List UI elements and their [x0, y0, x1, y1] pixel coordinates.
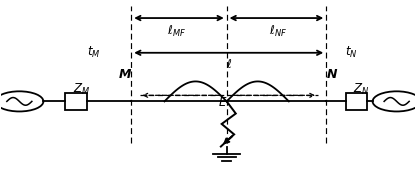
Text: N: N: [327, 68, 338, 81]
Text: M: M: [119, 68, 131, 81]
Text: $Z_M$: $Z_M$: [73, 82, 90, 97]
Text: $\ell_{MF}$: $\ell_{MF}$: [167, 24, 186, 40]
Text: $t_N$: $t_N$: [345, 45, 357, 60]
Text: $t_M$: $t_M$: [87, 45, 101, 60]
Text: E: E: [219, 96, 226, 109]
Text: $\ell_{NF}$: $\ell_{NF}$: [269, 24, 287, 40]
Text: $Z_N$: $Z_N$: [353, 82, 369, 97]
Bar: [346, 93, 367, 110]
Bar: [65, 93, 87, 110]
Text: $\ell$: $\ell$: [225, 58, 232, 71]
